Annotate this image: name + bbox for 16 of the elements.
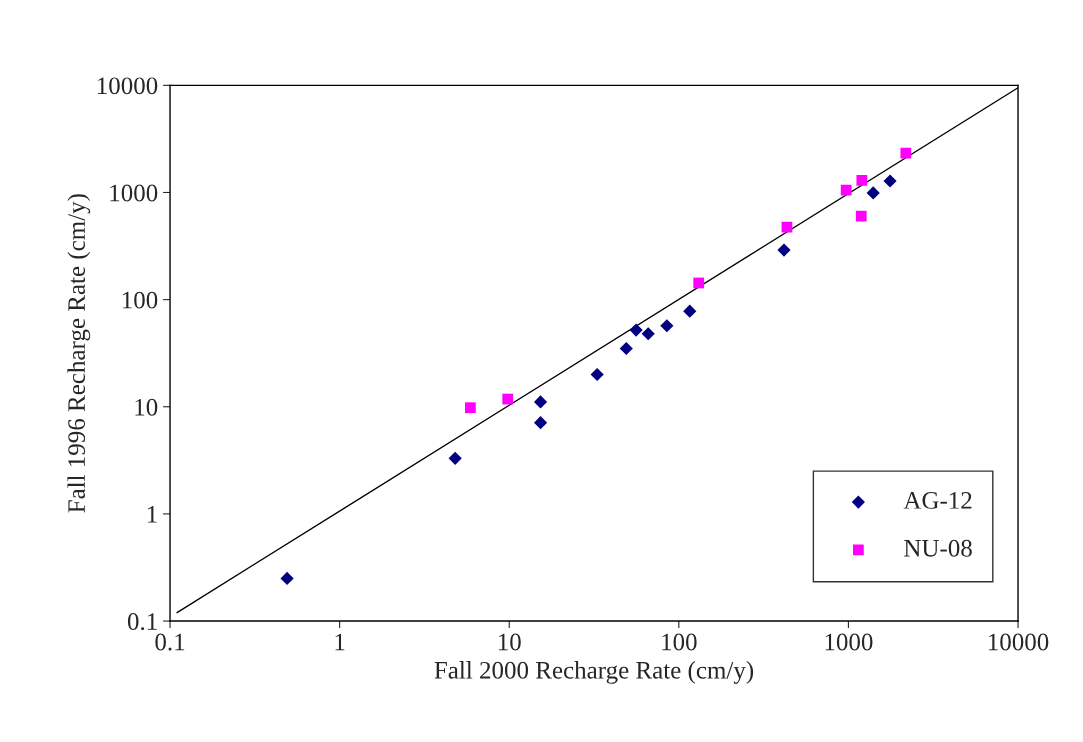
y-tick-label: 0.1 [127, 613, 157, 631]
x-tick-label: 1000 [825, 633, 873, 651]
legend-label: NU-08 [904, 539, 972, 557]
x-tick-label: 100 [662, 633, 697, 651]
y-tick-label: 100 [122, 291, 158, 309]
x-tick-label: 1 [335, 633, 345, 651]
x-tick-label: 10000 [988, 633, 1049, 651]
legend-label: AG-12 [903, 492, 972, 509]
y-axis-title: Fall 1996 Recharge Rate (cm/y) [67, 194, 91, 513]
y-tick-label: 10 [135, 398, 158, 416]
y-tick-label: 10000 [97, 77, 158, 95]
x-tick-label: 0.1 [155, 633, 185, 651]
y-tick-label: 1000 [110, 184, 158, 202]
y-tick-label: 1 [147, 506, 157, 523]
x-tick-label: 10 [498, 633, 521, 651]
x-axis-title: Fall 2000 Recharge Rate (cm/y) [434, 661, 754, 684]
